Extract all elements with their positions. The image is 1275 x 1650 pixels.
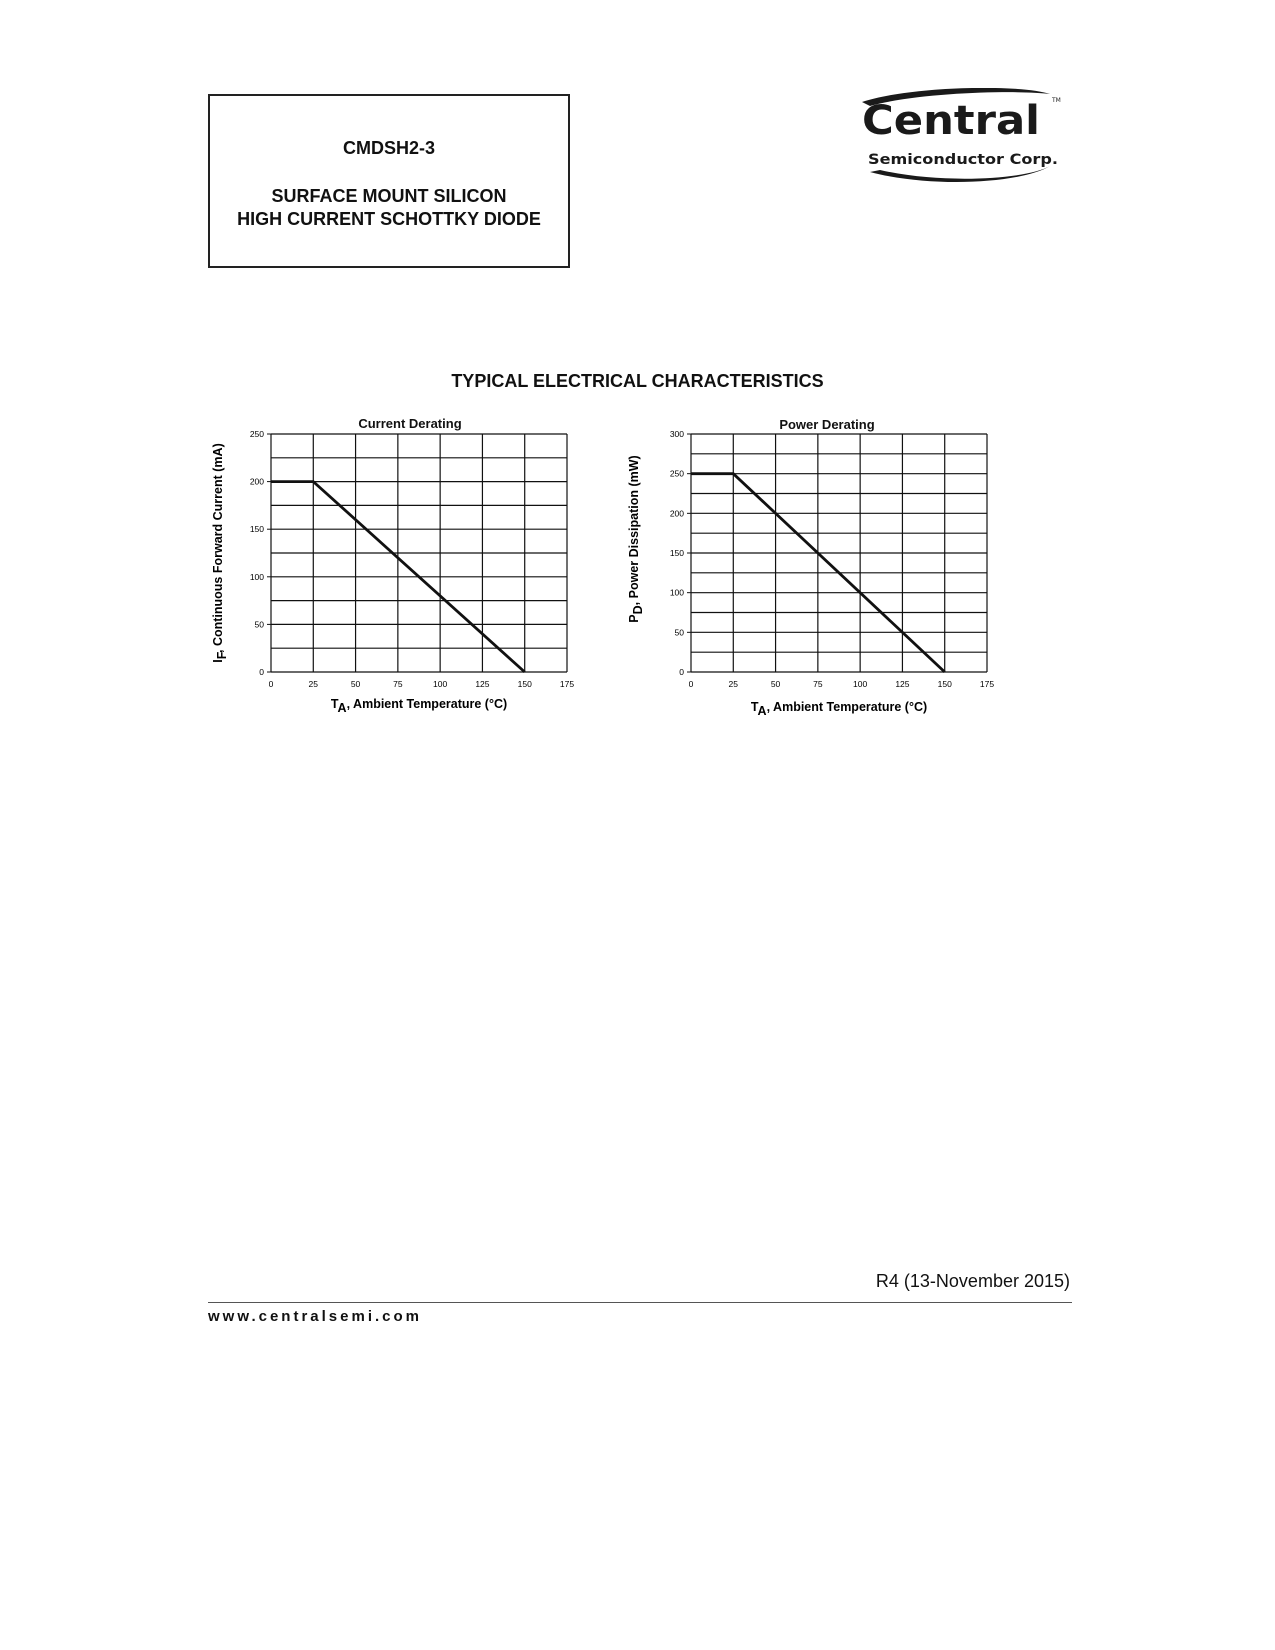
- description-line-1: SURFACE MOUNT SILICON: [271, 186, 507, 206]
- x-tick-label: 25: [729, 679, 739, 689]
- x-axis-label-part: A: [338, 701, 347, 715]
- central-logo: Central Semiconductor Corp. TM: [862, 88, 1061, 183]
- description-line-2: HIGH CURRENT SCHOTTKY DIODE: [237, 209, 541, 229]
- x-tick-label: 150: [938, 679, 952, 689]
- series-line: [691, 472, 946, 674]
- y-tick-label: 100: [250, 572, 264, 582]
- series-line: [271, 480, 526, 674]
- y-axis-label-part: , Power Dissipation (mW): [627, 455, 641, 605]
- y-tick-label: 150: [250, 524, 264, 534]
- y-tick-label: 200: [670, 508, 684, 518]
- y-tick-label: 200: [250, 477, 264, 487]
- x-tick-label: 125: [895, 679, 909, 689]
- x-axis-label-part: T: [331, 697, 339, 711]
- y-axis-label: PD, Power Dissipation (mW): [627, 455, 645, 622]
- x-tick-label: 75: [813, 679, 823, 689]
- footer-rule: [208, 1302, 1072, 1303]
- part-number: CMDSH2-3: [342, 138, 435, 158]
- power-derating-chart: Power Derating 0 50 100 150 200 250 300 0 25 50 75…: [620, 417, 1040, 760]
- x-tick-label: 175: [560, 679, 574, 689]
- y-tick-label: 0: [679, 667, 684, 677]
- chart-title: Current Derating: [358, 416, 462, 431]
- x-tick-label: 175: [980, 679, 994, 689]
- x-tick-label: 125: [475, 679, 489, 689]
- current-derating-chart: Current Derating 0 50 100 150 200 250 0 25 50 75 1…: [200, 416, 620, 760]
- x-tick-label: 0: [269, 679, 274, 689]
- x-tick-label: 75: [393, 679, 403, 689]
- logo-swoosh-top: [862, 88, 1050, 106]
- x-tick-label: 25: [309, 679, 319, 689]
- y-tick-label: 250: [670, 469, 684, 479]
- section-title: TYPICAL ELECTRICAL CHARACTERISTICS: [451, 371, 824, 391]
- chart-svg: 0 50 100 150 200 250 300 0 25 50 75 100 125 150 175 TA,…: [627, 429, 994, 718]
- logo-swoosh-bottom: [870, 166, 1050, 183]
- logo-tm: TM: [1051, 97, 1061, 104]
- y-tick-label: 150: [670, 548, 684, 558]
- y-tick-label: 50: [255, 619, 265, 629]
- x-tick-label: 100: [433, 679, 447, 689]
- x-tick-label: 50: [771, 679, 781, 689]
- y-tick-label: 250: [250, 429, 264, 439]
- logo-sub: Semiconductor Corp.: [868, 152, 1058, 168]
- chart-svg: 0 50 100 150 200 250 0 25 50 75 100 125 150 175 TA, Am…: [211, 429, 574, 715]
- x-tick-label: 150: [518, 679, 532, 689]
- logo-name: Central: [862, 98, 1040, 144]
- x-axis-label-part: , Ambient Temperature (°C): [767, 700, 928, 714]
- x-axis-label: TA, Ambient Temperature (°C): [751, 700, 927, 718]
- y-axis-label-part: D: [631, 605, 645, 614]
- y-axis-label-part: , Continuous Forward Current (mA): [211, 443, 225, 653]
- y-axis-label-part: F: [215, 651, 229, 659]
- website-link[interactable]: www.centralsemi.com: [208, 1308, 423, 1325]
- x-axis-label: TA, Ambient Temperature (°C): [331, 697, 507, 715]
- title-box: CMDSH2-3 SURFACE MOUNT SILICON HIGH CURR…: [208, 94, 570, 268]
- x-axis-label-part: A: [758, 704, 767, 718]
- revision: R4 (13-November 2015): [875, 1271, 1070, 1291]
- y-axis-label: IF, Continuous Forward Current (mA): [211, 443, 229, 662]
- x-tick-label: 50: [351, 679, 361, 689]
- x-axis-label-part: , Ambient Temperature (°C): [347, 697, 508, 711]
- chart-title: Power Derating: [779, 417, 875, 432]
- y-tick-label: 300: [670, 429, 684, 439]
- y-tick-label: 50: [675, 627, 685, 637]
- y-axis-label-part: P: [627, 614, 641, 622]
- y-axis-label-part: I: [211, 659, 225, 662]
- x-axis-label-part: T: [751, 700, 759, 714]
- y-tick-label: 0: [259, 667, 264, 677]
- x-tick-label: 100: [853, 679, 867, 689]
- y-tick-label: 100: [670, 588, 684, 598]
- x-tick-label: 0: [689, 679, 694, 689]
